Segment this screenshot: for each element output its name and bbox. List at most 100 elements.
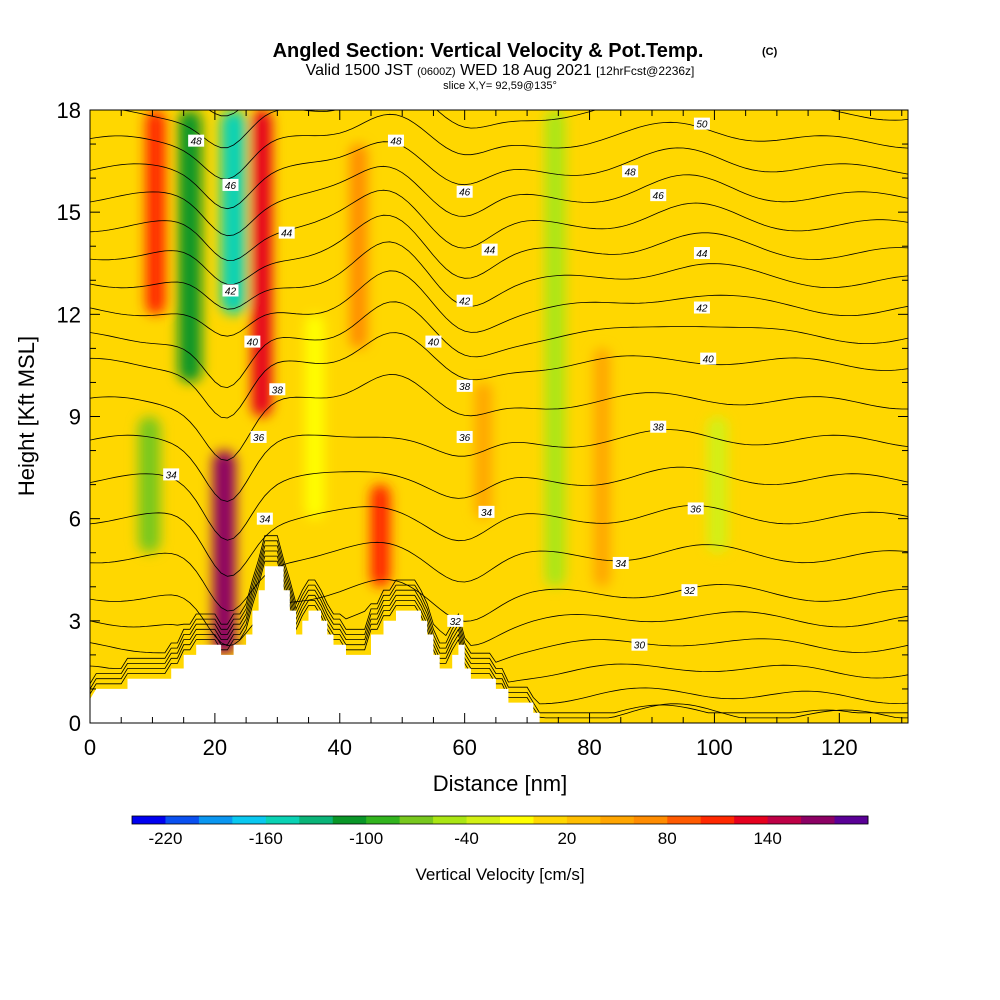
colorbar: -220 -160 -100 -40 20 80 140	[131, 815, 869, 848]
valid-date: WED 18 Aug 2021	[460, 62, 592, 79]
isentrope-line	[90, 560, 908, 719]
contour-label-text: 46	[653, 191, 665, 202]
contour-label: 34	[256, 512, 273, 526]
isentrope-line	[90, 214, 908, 285]
contour-label-text: 50	[696, 120, 708, 131]
colorbar-swatch	[265, 816, 300, 824]
isentrope-line	[90, 545, 908, 683]
contour-label: 42	[693, 301, 710, 315]
pot-temp-contour-labels: 48 46 44 42 40 38 36 34 34 48 46 44 42 40 38 36 34 32 50 48…	[163, 117, 717, 652]
x-axis-label: Distance [nm]	[433, 771, 568, 796]
colorbar-swatch	[600, 816, 635, 824]
colorbar-swatch	[232, 816, 267, 824]
contour-label: 40	[700, 352, 717, 366]
isentrope-line	[119, 110, 908, 149]
forecast-info: [12hrFcst@2236z]	[596, 64, 694, 78]
updraft-column	[593, 348, 611, 587]
isentrope-line	[90, 535, 908, 646]
colorbar-swatch	[165, 816, 200, 824]
colorbar-swatch	[299, 816, 334, 824]
downdraft-column	[220, 110, 247, 315]
contour-label-text: 46	[459, 188, 471, 199]
isentrope-line	[90, 541, 908, 612]
contour-label-text: 38	[459, 382, 471, 393]
colorbar-tick-label: -220	[148, 829, 182, 848]
y-tick-label: 0	[69, 711, 81, 736]
y-axis-label: Height [Kft MSL]	[14, 336, 39, 496]
colorbar-swatch	[734, 816, 769, 824]
colorbar-swatch	[366, 816, 401, 824]
colorbar-swatch	[332, 816, 367, 824]
isentrope-line	[90, 189, 908, 261]
updraft-column	[212, 450, 236, 655]
contour-label-text: 38	[272, 385, 284, 396]
contour-label-text: 34	[259, 515, 271, 526]
contour-label: 40	[244, 335, 261, 349]
isentrope-line	[90, 332, 908, 419]
contour-label-text: 42	[459, 297, 471, 308]
contour-label-text: 44	[484, 246, 496, 257]
downdraft-column	[138, 416, 161, 553]
x-tick-label: 120	[821, 735, 858, 760]
contour-label: 34	[163, 468, 180, 481]
y-tick-label: 12	[57, 302, 81, 327]
updraft-column	[349, 144, 368, 349]
contour-label-text: 44	[281, 229, 293, 240]
contour-label: 38	[456, 379, 473, 393]
plot-area: 48 46 44 42 40 38 36 34 34 48 46 44 42 40 38 36 34 32 50 48…	[90, 110, 908, 723]
contour-label-text: 36	[459, 433, 471, 444]
chart-title: Angled Section: Vertical Velocity & Pot.…	[273, 40, 704, 62]
colorbar-swatch	[500, 816, 534, 824]
contour-label: 44	[481, 243, 498, 257]
isentrope-line	[208, 110, 240, 117]
x-tick-label: 100	[696, 735, 733, 760]
terrain	[90, 566, 540, 723]
colorbar-tick-label: -40	[454, 829, 479, 848]
chart-title-mark: (C)	[762, 46, 778, 58]
colorbar-swatch	[801, 816, 836, 824]
colorbar-swatch	[767, 816, 802, 824]
contour-label-text: 34	[615, 559, 627, 570]
contour-label: 32	[447, 614, 464, 628]
downdraft-column	[178, 110, 202, 383]
contour-label-text: 48	[625, 167, 637, 178]
colorbar-tick-label: 20	[557, 829, 576, 848]
contour-label: 38	[650, 420, 667, 434]
contour-label: 48	[188, 134, 205, 148]
downdraft-column	[545, 110, 566, 587]
contour-label: 32	[681, 584, 698, 597]
x-tick-label: 80	[577, 735, 601, 760]
contour-label-text: 40	[703, 355, 715, 366]
isentrope-line	[90, 374, 908, 461]
contour-label: 30	[631, 638, 648, 652]
x-tick-label: 40	[328, 735, 352, 760]
colorbar-label: Vertical Velocity [cm/s]	[415, 865, 584, 884]
colorbar-tick-label: 140	[753, 829, 781, 848]
isentrope-line	[90, 141, 908, 210]
contour-label: 50	[693, 117, 710, 131]
contour-label-text: 48	[191, 137, 203, 148]
contour-label: 48	[622, 165, 639, 178]
isentrope-line	[90, 540, 908, 663]
x-tick-label: 0	[84, 735, 96, 760]
contour-label: 38	[269, 383, 286, 396]
contour-label-text: 30	[634, 641, 646, 652]
colorbar-swatch	[700, 816, 735, 824]
contour-label-text: 34	[166, 470, 178, 481]
colorbar-swatch	[399, 816, 434, 824]
contour-label-text: 34	[481, 508, 493, 519]
isentrope-line	[90, 578, 908, 647]
contour-label-text: 40	[428, 338, 440, 349]
colorbar-tick-label: 80	[658, 829, 677, 848]
y-tick-label: 3	[69, 609, 81, 634]
contour-label: 46	[456, 185, 473, 199]
contour-label: 40	[425, 335, 442, 349]
updraft-column	[145, 110, 166, 315]
isentrope-line	[90, 429, 908, 502]
contour-label: 44	[278, 226, 295, 240]
isentrope-line	[90, 505, 908, 577]
y-tick-label: 15	[57, 200, 81, 225]
isentrope-line	[90, 270, 908, 337]
colorbar-swatch	[466, 816, 501, 824]
contour-label-text: 42	[696, 304, 708, 315]
